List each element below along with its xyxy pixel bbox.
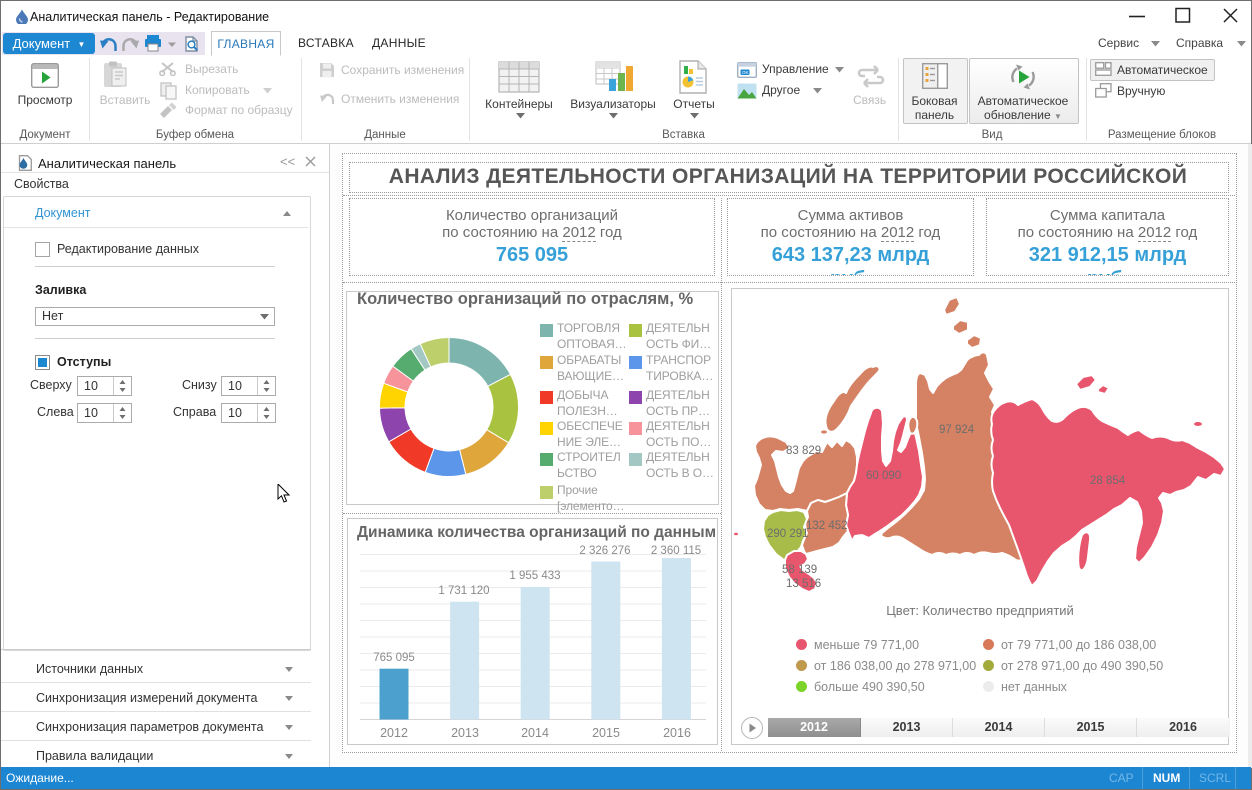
svg-text:OK: OK xyxy=(742,70,749,75)
